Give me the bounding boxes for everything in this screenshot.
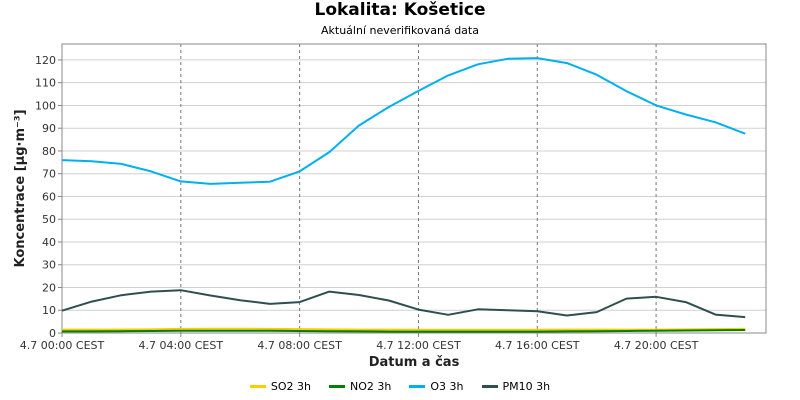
legend-item: PM10 3h <box>481 380 551 393</box>
legend-item: O3 3h <box>409 380 464 393</box>
y-tick-label: 60 <box>42 190 56 203</box>
y-tick-label: 20 <box>42 281 56 294</box>
y-tick-label: 10 <box>42 304 56 317</box>
series-line <box>62 329 746 333</box>
y-tick-label: 110 <box>35 77 56 90</box>
y-tick-label: 30 <box>42 259 56 272</box>
series-group <box>61 57 746 333</box>
y-tick-label: 70 <box>42 168 56 181</box>
x-tick-label: 4.7 04:00 CEST <box>139 339 224 352</box>
y-axis: 0 10 20 30 40 50 60 70 80 90 100 110 120 <box>35 54 62 340</box>
x-axis: 4.7 00:00 CEST 4.7 04:00 CEST 4.7 08:00 CE… <box>20 333 699 352</box>
series-line <box>61 57 746 185</box>
chart-subtitle: Aktuální neverifikovaná data <box>321 24 479 37</box>
legend-item: NO2 3h <box>329 380 391 393</box>
legend-label: O3 3h <box>430 380 464 393</box>
y-tick-label: 50 <box>42 213 56 226</box>
y-tick-label: 100 <box>35 99 56 112</box>
legend-swatch <box>409 385 426 388</box>
chart-title: Lokalita: Košetice <box>314 0 486 20</box>
legend: SO2 3h NO2 3h O3 3h PM10 3h <box>0 380 800 393</box>
y-axis-label: Koncentrace [µg·m⁻³] <box>13 109 28 267</box>
y-tick-label: 90 <box>42 122 56 135</box>
x-tick-label: 4.7 20:00 CEST <box>614 339 699 352</box>
y-tick-label: 0 <box>49 327 56 340</box>
x-tick-label: 4.7 16:00 CEST <box>495 339 580 352</box>
y-tick-label: 120 <box>35 54 56 67</box>
y-tick-label: 40 <box>42 236 56 249</box>
grid <box>61 44 766 334</box>
series-line <box>61 289 746 319</box>
legend-swatch <box>249 385 266 388</box>
x-tick-label: 4.7 00:00 CEST <box>20 339 105 352</box>
legend-label: SO2 3h <box>270 380 312 393</box>
y-tick-label: 80 <box>42 145 56 158</box>
legend-item: SO2 3h <box>249 380 312 393</box>
series-line <box>62 327 746 331</box>
legend-swatch <box>329 385 346 388</box>
legend-label: PM10 3h <box>502 380 551 393</box>
legend-swatch <box>481 385 498 388</box>
x-tick-label: 4.7 12:00 CEST <box>376 339 461 352</box>
legend-label: NO2 3h <box>350 380 392 393</box>
x-axis-label: Datum a čas <box>369 355 460 370</box>
plot-area <box>61 43 767 334</box>
x-tick-label: 4.7 08:00 CEST <box>257 339 342 352</box>
